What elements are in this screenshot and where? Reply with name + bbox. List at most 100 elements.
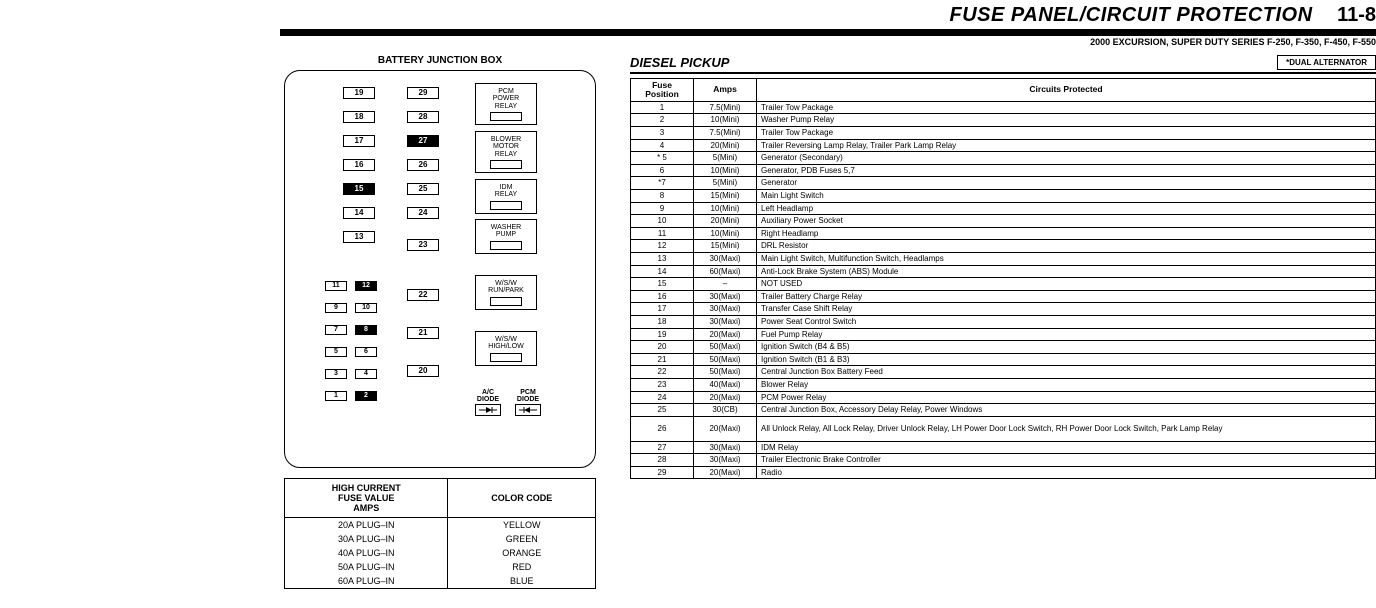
fuse-pos: 24 — [631, 391, 694, 404]
fuse-pos: 14 — [631, 265, 694, 278]
fuse-desc: All Unlock Relay, All Lock Relay, Driver… — [757, 416, 1376, 441]
fuse-10: 10 — [355, 303, 377, 313]
header-page: 11-8 — [1337, 4, 1376, 26]
fuse-4: 4 — [355, 369, 377, 379]
fuse-amps: 10(Mini) — [694, 114, 757, 127]
fuse-amps: 15(Mini) — [694, 190, 757, 203]
fuse-desc: Transfer Case Shift Relay — [757, 303, 1376, 316]
fuse-desc: Fuel Pump Relay — [757, 328, 1376, 341]
fuse-amps: 20(Maxi) — [694, 391, 757, 404]
fuse-pos: 16 — [631, 290, 694, 303]
fuse-amps: 40(Maxi) — [694, 378, 757, 391]
fuse-pos: 3 — [631, 127, 694, 140]
fuse-pos: 17 — [631, 303, 694, 316]
fuse-pos: 9 — [631, 202, 694, 215]
page-header: FUSE PANEL/CIRCUIT PROTECTION 11-8 — [280, 4, 1376, 27]
relay-box: W/S/W HIGH/LOW — [475, 331, 537, 366]
relay-box: W/S/W RUN/PARK — [475, 275, 537, 310]
fuse-7: 7 — [325, 325, 347, 335]
junction-title: BATTERY JUNCTION BOX — [280, 55, 600, 66]
fuse-amps: 30(Maxi) — [694, 290, 757, 303]
fuse-desc: Generator, PDB Fuses 5,7 — [757, 164, 1376, 177]
fuse-amps: 10(Mini) — [694, 202, 757, 215]
fuse-desc: Central Junction Box Battery Feed — [757, 366, 1376, 379]
fuse-amps: 30(Maxi) — [694, 454, 757, 467]
fuse-table: Fuse PositionAmpsCircuits Protected 17.5… — [630, 78, 1376, 479]
fuse-28: 28 — [407, 111, 439, 123]
fuse-amps: 20(Mini) — [694, 139, 757, 152]
fuse-amps: 20(Mini) — [694, 215, 757, 228]
fuse-14: 14 — [343, 207, 375, 219]
junction-box-diagram: 1918171615141329282726252423222120111291… — [284, 70, 596, 468]
fuse-amps: 30(Maxi) — [694, 441, 757, 454]
fuse-9: 9 — [325, 303, 347, 313]
fuse-26: 26 — [407, 159, 439, 171]
fuse-21: 21 — [407, 327, 439, 339]
fuse-pos: 8 — [631, 190, 694, 203]
fuse-desc: Trailer Tow Package — [757, 127, 1376, 140]
fuse-amps: 30(CB) — [694, 404, 757, 417]
fuse-13: 13 — [343, 231, 375, 243]
fuse-desc: Power Seat Control Switch — [757, 315, 1376, 328]
fuse-pos: 4 — [631, 139, 694, 152]
fuse-22: 22 — [407, 289, 439, 301]
fuse-8: 8 — [355, 325, 377, 335]
fuse-17: 17 — [343, 135, 375, 147]
fuse-amps: 50(Maxi) — [694, 353, 757, 366]
fuse-desc: Right Headlamp — [757, 227, 1376, 240]
fuse-pos: * 5 — [631, 152, 694, 165]
fuse-desc: Trailer Reversing Lamp Relay, Trailer Pa… — [757, 139, 1376, 152]
fuse-24: 24 — [407, 207, 439, 219]
header-subtitle: 2000 EXCURSION, SUPER DUTY SERIES F-250,… — [280, 37, 1376, 47]
dual-alternator-note: *DUAL ALTERNATOR — [1277, 55, 1376, 70]
fuse-pos: 12 — [631, 240, 694, 253]
fuse-desc: Anti-Lock Brake System (ABS) Module — [757, 265, 1376, 278]
fuse-desc: NOT USED — [757, 278, 1376, 291]
fuse-pos: 28 — [631, 454, 694, 467]
fuse-pos: 15 — [631, 278, 694, 291]
fuse-18: 18 — [343, 111, 375, 123]
fuse-amps: 7.5(Mini) — [694, 101, 757, 114]
fuse-pos: 27 — [631, 441, 694, 454]
relay-box: WASHER PUMP — [475, 219, 537, 254]
fuse-2: 2 — [355, 391, 377, 401]
fuse-col-2: Circuits Protected — [757, 79, 1376, 102]
fuse-pos: *7 — [631, 177, 694, 190]
color-col-amps: HIGH CURRENT FUSE VALUE AMPS — [285, 479, 448, 518]
fuse-amps: 50(Maxi) — [694, 366, 757, 379]
fuse-pos: 11 — [631, 227, 694, 240]
fuse-23: 23 — [407, 239, 439, 251]
fuse-pos: 18 — [631, 315, 694, 328]
fuse-desc: PCM Power Relay — [757, 391, 1376, 404]
fuse-pos: 23 — [631, 378, 694, 391]
fuse-amps: 30(Maxi) — [694, 252, 757, 265]
fuse-desc: Auxiliary Power Socket — [757, 215, 1376, 228]
fuse-29: 29 — [407, 87, 439, 99]
fuse-desc: Ignition Switch (B4 & B5) — [757, 341, 1376, 354]
fuse-col-1: Amps — [694, 79, 757, 102]
diode-row: A/C DIODEPCM DIODE — [475, 389, 541, 416]
fuse-pos: 26 — [631, 416, 694, 441]
fuse-11: 11 — [325, 281, 347, 291]
fuse-amps: – — [694, 278, 757, 291]
fuse-desc: Left Headlamp — [757, 202, 1376, 215]
fuse-12: 12 — [355, 281, 377, 291]
fuse-desc: IDM Relay — [757, 441, 1376, 454]
fuse-amps: 50(Maxi) — [694, 341, 757, 354]
fuse-pos: 10 — [631, 215, 694, 228]
fuse-20: 20 — [407, 365, 439, 377]
fuse-amps: 7.5(Mini) — [694, 127, 757, 140]
fuse-desc: Trailer Battery Charge Relay — [757, 290, 1376, 303]
fuse-desc: Ignition Switch (B1 & B3) — [757, 353, 1376, 366]
fuse-3: 3 — [325, 369, 347, 379]
fuse-amps: 10(Mini) — [694, 227, 757, 240]
color-col-code: COLOR CODE — [448, 479, 596, 518]
fuse-5: 5 — [325, 347, 347, 357]
fuse-desc: Main Light Switch, Multifunction Switch,… — [757, 252, 1376, 265]
fuse-amps: 15(Mini) — [694, 240, 757, 253]
fuse-amps: 10(Mini) — [694, 164, 757, 177]
fuse-amps: 20(Maxi) — [694, 466, 757, 479]
fuse-desc: Generator — [757, 177, 1376, 190]
fuse-pos: 1 — [631, 101, 694, 114]
fuse-pos: 6 — [631, 164, 694, 177]
